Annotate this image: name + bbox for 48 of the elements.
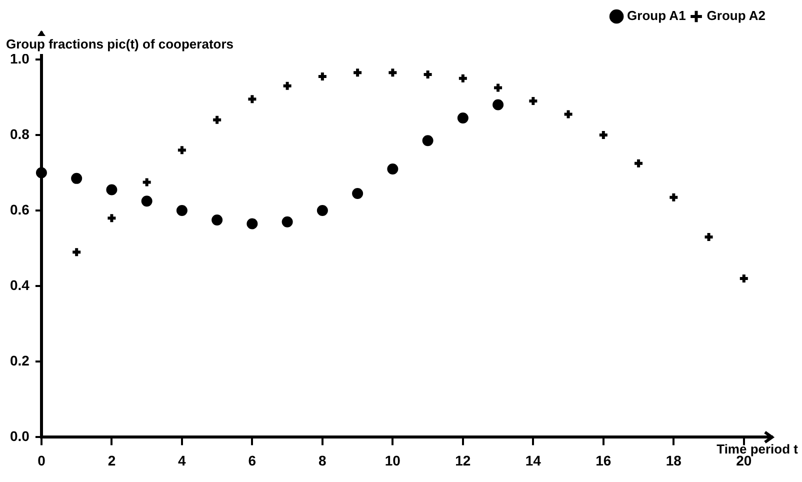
point	[282, 216, 293, 228]
point	[141, 196, 152, 207]
point	[492, 99, 504, 110]
legend-label: Group A1	[627, 8, 686, 24]
point	[106, 184, 118, 196]
point	[668, 192, 680, 203]
point	[71, 172, 82, 184]
point	[633, 158, 644, 169]
y-tick-label: 0.2	[10, 352, 30, 369]
y-axis-title: Group fractions pic(t) of cooperators	[6, 36, 234, 52]
y-tick-label: 1.0	[10, 50, 30, 66]
x-tick-label: 10	[384, 452, 401, 468]
point	[176, 205, 188, 216]
y-tick-label: 0.8	[10, 126, 30, 142]
point	[212, 214, 223, 226]
point	[71, 246, 82, 258]
point	[246, 218, 258, 230]
point	[352, 67, 364, 78]
point	[457, 72, 468, 84]
point	[352, 188, 364, 200]
point	[141, 176, 152, 188]
x-tick-label: 14	[525, 452, 542, 468]
x-axis-title: Time period t	[716, 441, 799, 456]
x-tick-label: 16	[596, 452, 612, 468]
point	[106, 212, 118, 224]
point	[562, 108, 574, 120]
point	[212, 114, 223, 126]
point	[387, 163, 398, 174]
x-tick-label: 0	[38, 452, 46, 468]
x-tick-label: 6	[248, 452, 256, 468]
legend-label: Group A2	[706, 8, 766, 24]
y-tick-label: 0.6	[10, 201, 30, 218]
x-tick-label: 4	[178, 452, 186, 468]
point	[282, 80, 293, 92]
x-tick-label: 18	[666, 452, 682, 468]
x-tick-label: 2	[108, 452, 116, 468]
x-tick-label: 12	[455, 452, 471, 468]
point	[387, 67, 398, 78]
point	[457, 112, 468, 124]
point	[246, 94, 258, 105]
x-tick-label: 8	[318, 452, 327, 468]
y-tick-label: 0.4	[10, 276, 30, 293]
point	[492, 82, 504, 94]
y-tick-label: 0.0	[10, 428, 30, 444]
point	[176, 144, 188, 156]
point	[422, 135, 434, 146]
point	[316, 205, 328, 216]
point	[36, 167, 47, 178]
